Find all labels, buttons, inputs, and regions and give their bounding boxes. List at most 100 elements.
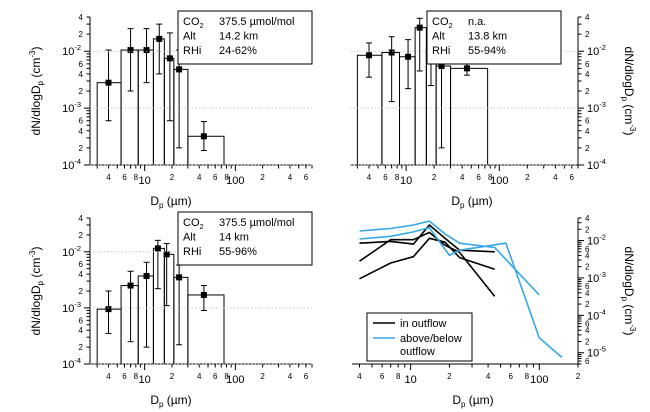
x-tick-label: 8	[396, 372, 401, 381]
y-tick-label-exp: -4	[599, 157, 606, 166]
y-tick-label-exp: -4	[74, 157, 81, 166]
y-tick-label-exp: -3	[74, 100, 81, 109]
y-tick-label: 2	[585, 300, 590, 309]
histogram-bar	[356, 54, 383, 166]
y-tick-label: 4	[79, 214, 84, 223]
y-tick-label: 4	[79, 326, 84, 335]
y-axis-label-sub: p	[620, 297, 629, 302]
x-tick-label: 4	[106, 372, 111, 381]
x-tick-label: 2	[576, 372, 581, 381]
data-point-marker	[143, 273, 150, 280]
y-tick-label: 2	[585, 30, 590, 39]
y-axis-label-close: )	[29, 47, 43, 51]
info-label-main: Alt	[183, 232, 196, 244]
info-value: 24-62%	[219, 45, 257, 57]
y-axis-label-main: dN/dlogD	[29, 85, 43, 135]
y-axis-label: dN/dlogDp (cm-3)	[620, 247, 637, 336]
histogram-bar	[163, 253, 175, 365]
info-label-main: RHi	[183, 45, 201, 57]
y-tick-label: 2	[79, 87, 84, 96]
y-tick-label-base: 10	[587, 103, 599, 115]
x-tick-label: 6	[122, 173, 127, 182]
x-tick-label: 6	[383, 173, 388, 182]
y-tick-label: 6	[585, 320, 590, 329]
y-tick-label: 4	[585, 70, 590, 79]
data-point-marker	[463, 65, 470, 72]
info-label: CO2	[183, 16, 204, 30]
histogram-bar	[96, 308, 122, 365]
x-axis-label: Dp (µm)	[150, 194, 191, 210]
y-tick-label: 10-4	[587, 307, 606, 322]
y-tick-label: 2	[79, 343, 84, 352]
x-tick-label: 4	[288, 372, 293, 381]
x-tick-label: 6	[213, 372, 218, 381]
x-axis-label-main: D	[451, 194, 460, 208]
data-point-marker	[176, 274, 183, 281]
y-axis-label-unit: (cm	[29, 258, 43, 281]
data-point-marker	[154, 245, 161, 252]
x-axis-label-sub: p	[460, 201, 465, 210]
x-axis-label-unit: (µm)	[464, 194, 492, 208]
y-tick-label-base: 10	[587, 273, 599, 285]
legend-label-cont: outflow	[400, 346, 435, 358]
y-tick-label: 2	[585, 87, 590, 96]
y-axis-label-sub: p	[620, 97, 629, 102]
x-tick-label: 6	[213, 173, 218, 182]
x-tick-label: 100	[490, 175, 508, 187]
histogram-bar	[381, 52, 401, 166]
series-line	[359, 220, 540, 296]
x-tick-label: 4	[288, 173, 293, 182]
histogram-bar	[137, 49, 154, 166]
histogram-bar	[450, 67, 489, 166]
x-tick-label: 4	[357, 372, 362, 381]
x-tick-label: 10	[400, 175, 412, 187]
data-point-marker	[163, 251, 170, 258]
info-label-main: Alt	[432, 31, 445, 43]
info-label: RHi	[432, 45, 450, 57]
y-tick-label: 6	[585, 282, 590, 291]
y-tick-label: 10-3	[62, 100, 81, 115]
y-axis-label-unit: (cm	[622, 301, 636, 324]
x-tick-label: 2	[260, 372, 265, 381]
y-tick-label-base: 10	[587, 160, 599, 172]
histogram-bar	[163, 57, 175, 166]
y-tick-label: 6	[585, 357, 590, 366]
info-label-main: CO	[183, 217, 200, 229]
x-tick-label: 4	[197, 372, 202, 381]
y-tick-label: 4	[79, 70, 84, 79]
y-tick-label: 6	[79, 60, 84, 69]
x-tick-label: 8	[224, 173, 229, 182]
series-line	[359, 226, 563, 359]
x-tick-label: 4	[553, 173, 558, 182]
series-line	[359, 237, 495, 280]
y-tick-label: 6	[585, 117, 590, 126]
histogram-bar	[137, 275, 154, 365]
x-tick-label: 8	[488, 173, 493, 182]
y-tick-label: 10-5	[587, 345, 606, 360]
histogram-bar	[120, 49, 139, 166]
data-point-marker	[166, 55, 173, 62]
y-tick-label-exp: -3	[599, 100, 606, 109]
y-axis-label-unit: (cm	[622, 101, 636, 124]
y-axis-label-exp: -3	[28, 250, 37, 258]
y-tick-label: 4	[585, 127, 590, 136]
y-tick-label-base: 10	[62, 303, 74, 315]
x-tick-label: 4	[367, 173, 372, 182]
info-box	[426, 10, 562, 65]
y-tick-label: 4	[585, 214, 590, 223]
x-tick-label: 100	[226, 374, 244, 386]
y-tick-label: 6	[585, 60, 590, 69]
x-tick-label: 6	[304, 372, 309, 381]
y-tick-label: 10-2	[587, 43, 606, 58]
legend-label: in outflow	[400, 318, 447, 330]
data-point-marker	[366, 52, 373, 59]
x-tick-label: 6	[476, 173, 481, 182]
x-tick-label: 2	[260, 173, 265, 182]
y-axis-label-exp: -3	[28, 50, 37, 58]
y-tick-label: 4	[585, 251, 590, 260]
info-value: 14.2 km	[219, 31, 258, 43]
x-tick-label: 8	[224, 372, 229, 381]
x-tick-label: 2	[170, 372, 175, 381]
